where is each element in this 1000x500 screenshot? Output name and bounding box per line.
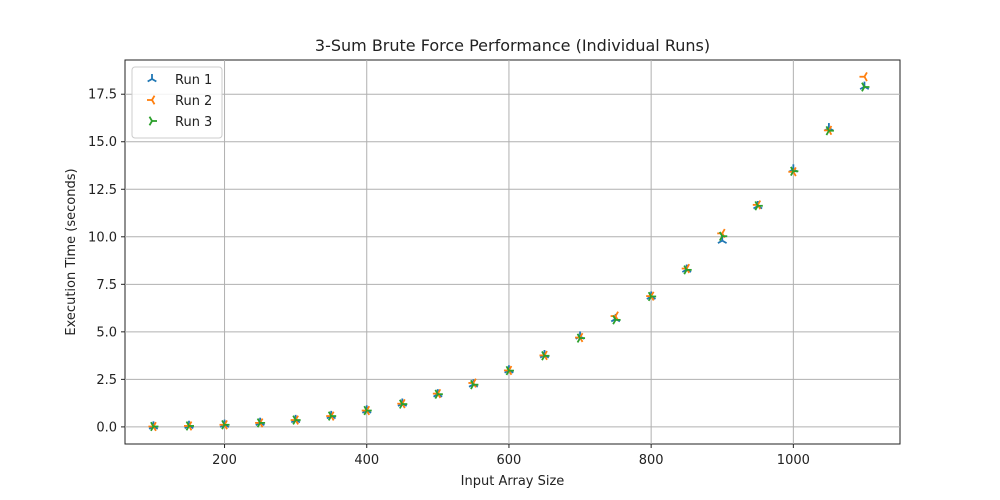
y-tick-label: 0.0 [96,420,117,435]
y-tick-label: 2.5 [96,373,117,388]
data-point [399,399,408,409]
data-point [363,405,372,416]
data-point [683,265,692,275]
data-point [790,166,799,176]
data-point [647,291,657,302]
data-points [148,71,870,432]
data-point [150,421,159,432]
data-point [576,333,586,343]
x-tick-label: 800 [639,453,664,468]
y-tick-label: 7.5 [96,278,117,293]
y-tick-label: 5.0 [96,325,117,340]
data-point [434,389,443,399]
x-tick-label: 1000 [777,453,810,468]
x-tick-label: 600 [497,453,522,468]
legend-marker [147,95,156,105]
y-tick-label: 17.5 [88,88,117,103]
legend-label: Run 1 [175,73,212,88]
x-tick-label: 400 [354,453,379,468]
legend-marker [148,116,157,126]
series-2 [148,71,868,432]
y-tick-label: 12.5 [88,183,117,198]
data-point [718,231,728,242]
series-3 [150,82,870,432]
data-point [541,351,550,361]
data-point [185,421,194,431]
axis-ticks: 200 400 600 800 1000 0.0 2.5 5.0 7.5 10.0 12.5 15.0… [88,88,810,468]
plot-area [124,59,901,445]
data-point [505,365,514,376]
legend-label: Run 3 [175,115,212,130]
legend: Run 1 Run 2 Run 3 [131,66,223,139]
data-point [859,71,868,82]
data-point [754,201,763,211]
data-point [825,125,834,136]
data-point [470,379,479,390]
x-tick-label: 200 [212,453,237,468]
legend-label: Run 2 [175,94,212,109]
chart-title: 3-Sum Brute Force Performance (Individua… [315,36,710,55]
legend-marker [147,74,157,83]
data-point [256,418,266,428]
data-point [327,411,337,421]
data-point [221,420,230,430]
y-tick-label: 15.0 [88,135,117,150]
x-axis-label: Input Array Size [461,474,565,489]
data-point [292,415,301,425]
data-point [612,315,621,325]
y-tick-label: 10.0 [88,230,117,245]
y-axis-label: Execution Time (seconds) [64,168,79,335]
data-point [861,82,870,92]
grid [125,60,900,444]
